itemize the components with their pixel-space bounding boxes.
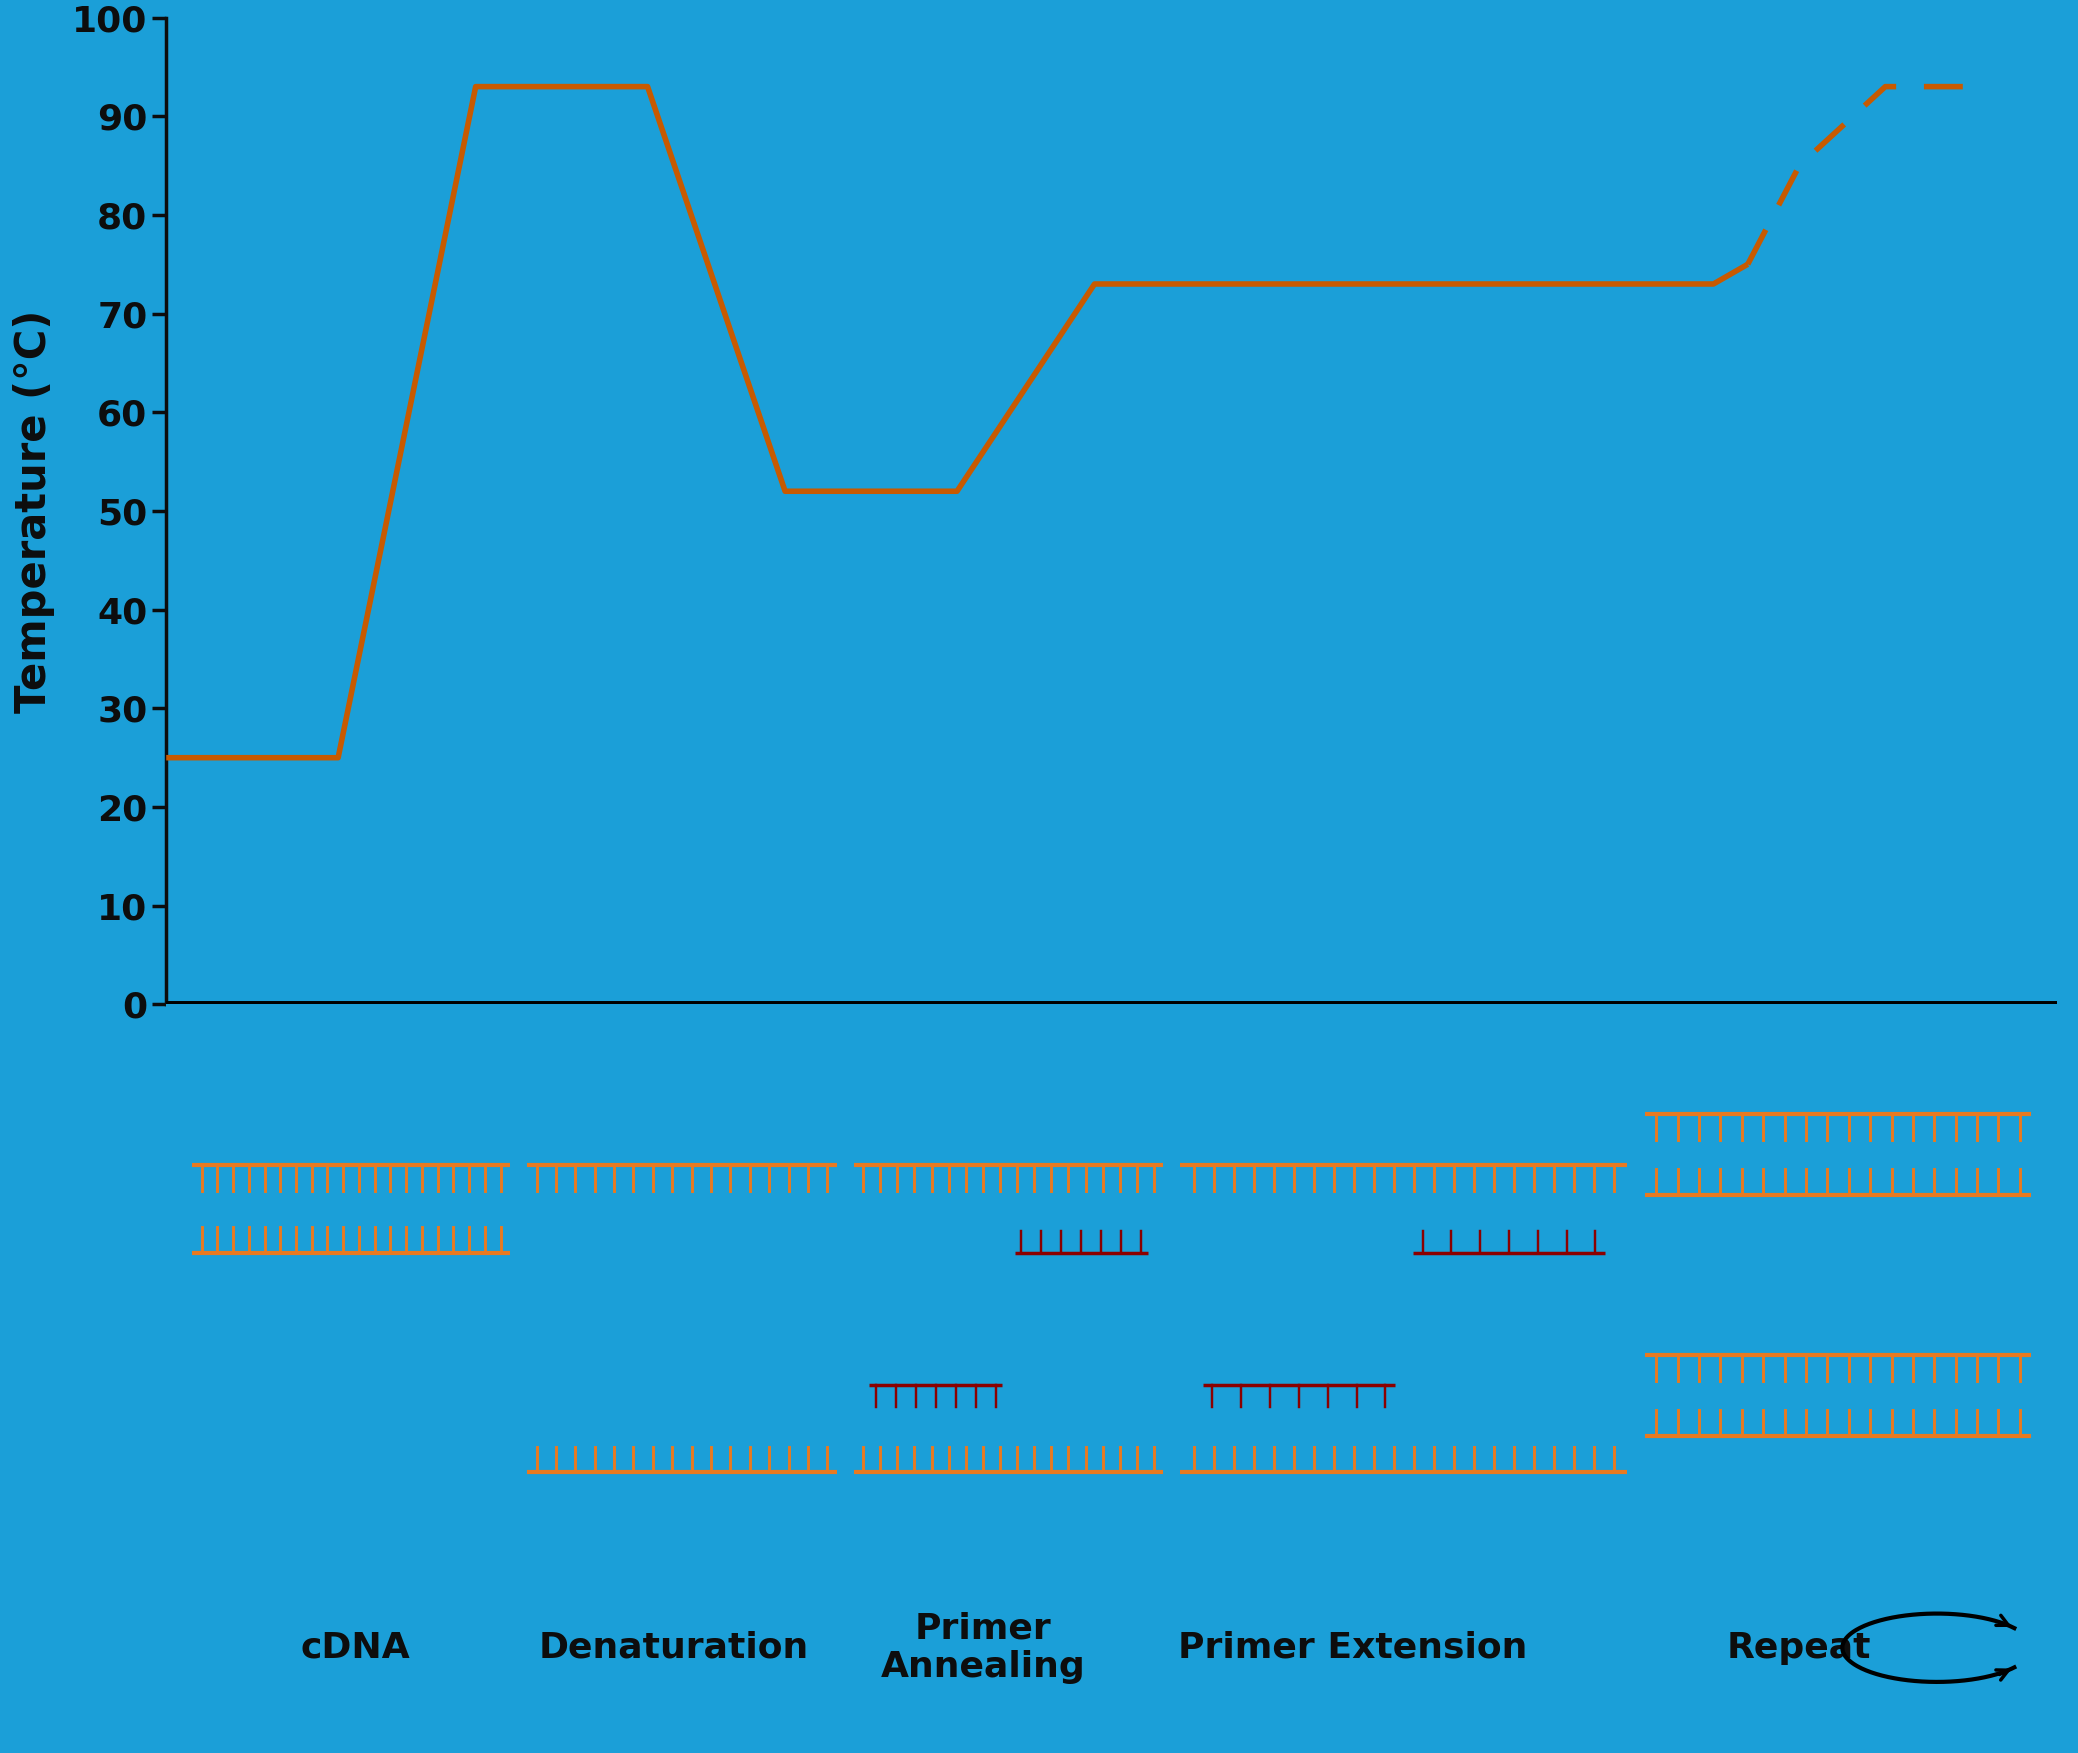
Text: Denaturation: Denaturation (538, 1630, 808, 1665)
Y-axis label: Temperature (°C): Temperature (°C) (12, 309, 56, 713)
Text: Primer
Annealing: Primer Annealing (881, 1611, 1085, 1685)
Text: Primer Extension: Primer Extension (1178, 1630, 1527, 1665)
Text: cDNA: cDNA (301, 1630, 409, 1665)
Text: Repeat: Repeat (1727, 1630, 1872, 1665)
